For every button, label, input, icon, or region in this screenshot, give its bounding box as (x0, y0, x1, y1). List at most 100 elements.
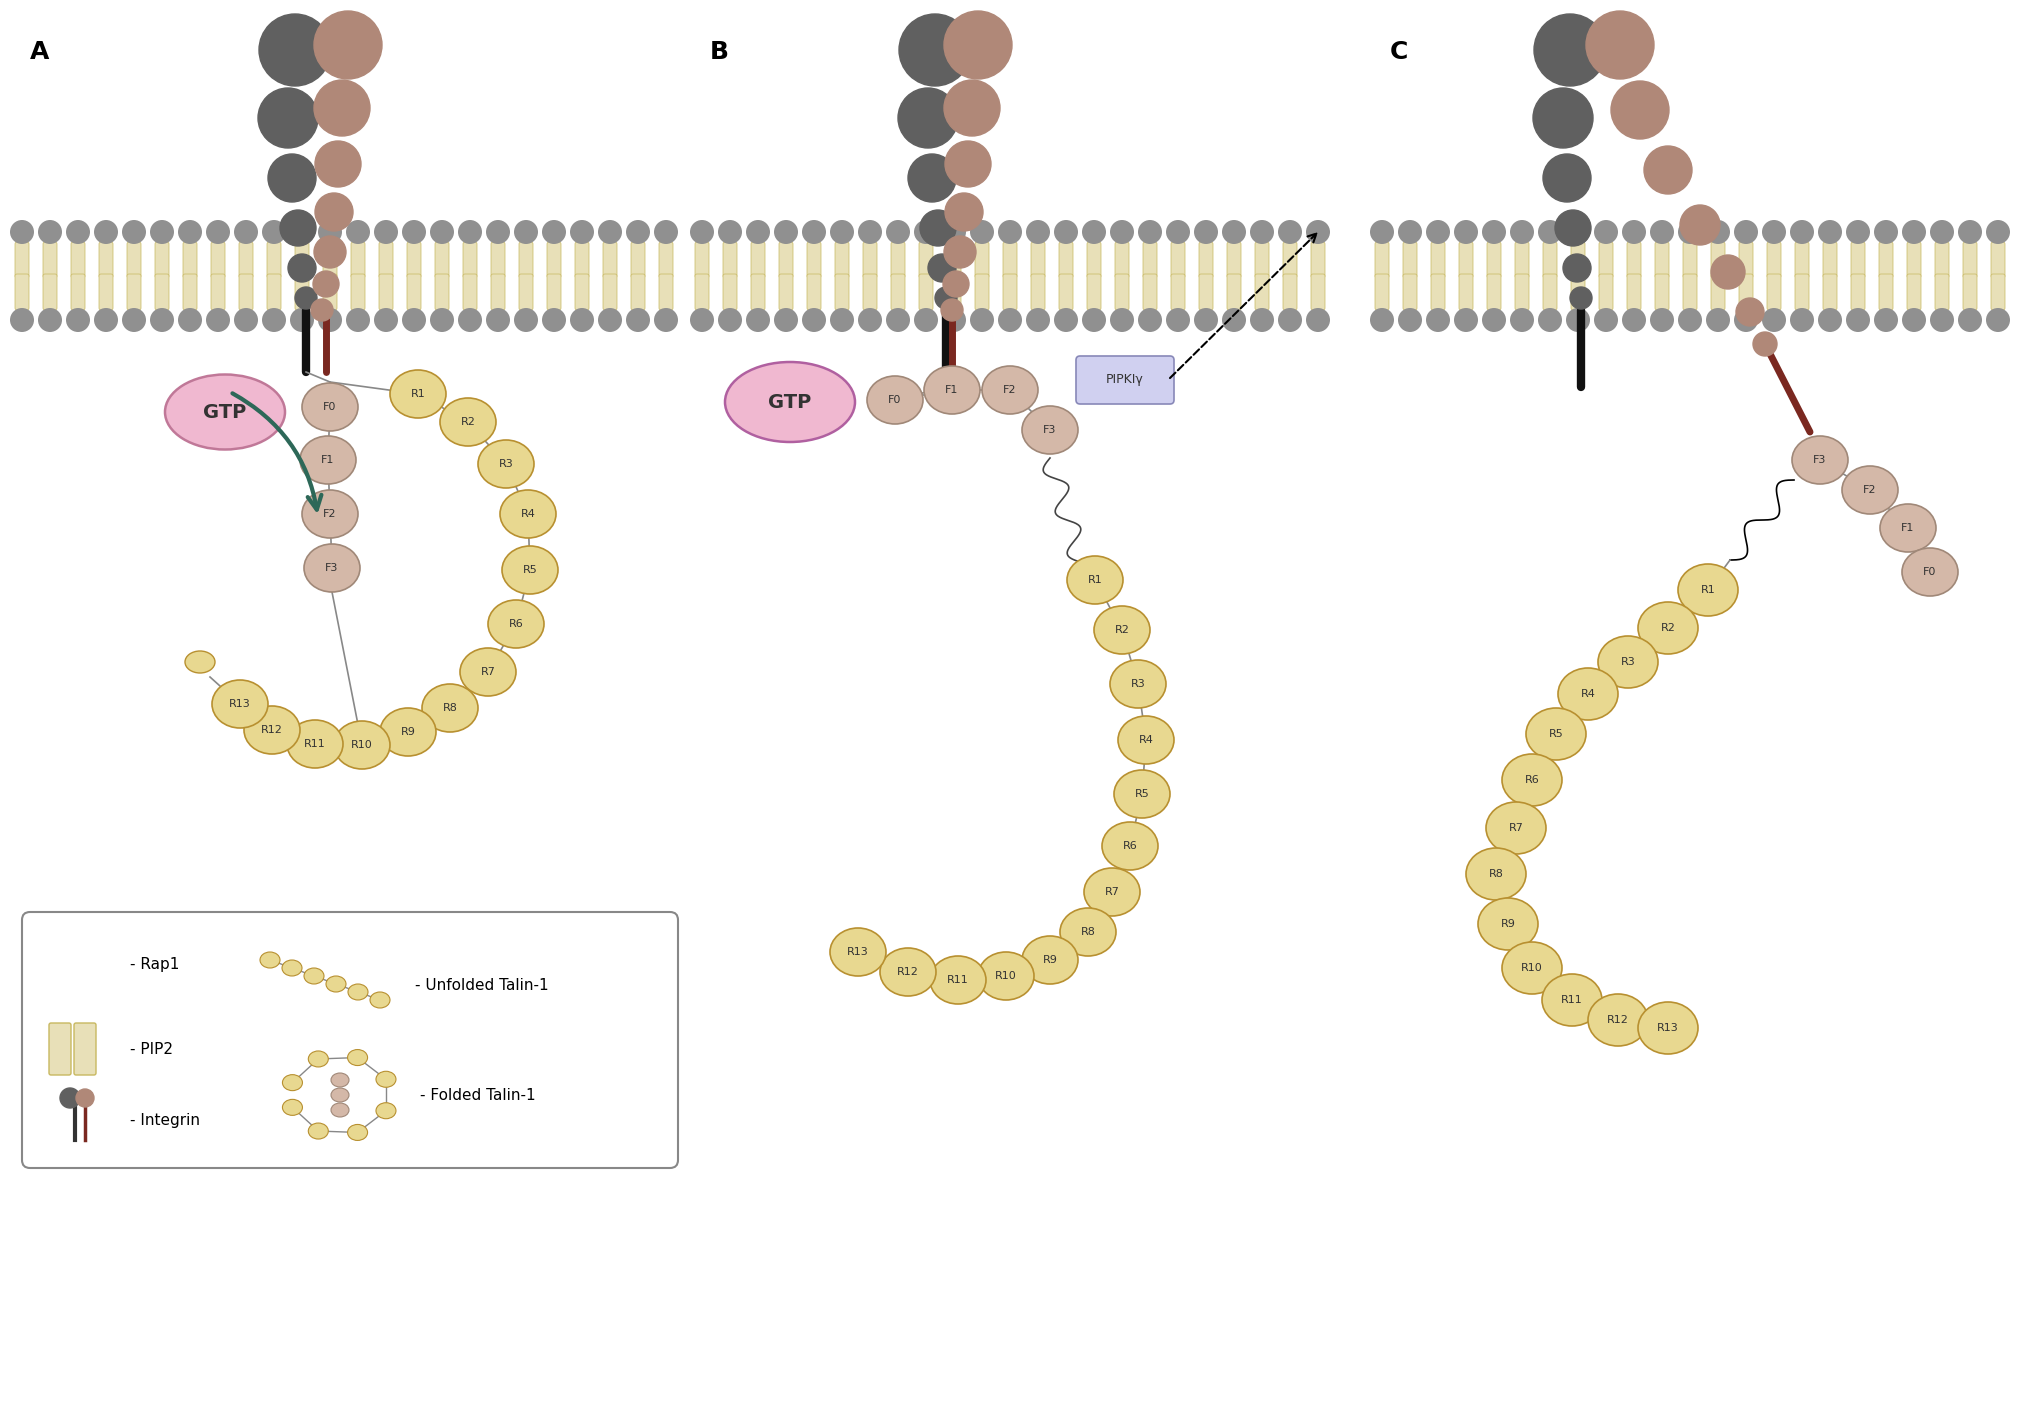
Circle shape (345, 309, 370, 331)
Text: R1: R1 (1701, 584, 1715, 594)
Circle shape (1567, 309, 1589, 331)
FancyBboxPatch shape (1459, 274, 1473, 310)
FancyBboxPatch shape (14, 242, 28, 277)
Ellipse shape (1502, 754, 1563, 806)
Ellipse shape (1101, 822, 1158, 870)
Ellipse shape (260, 951, 280, 968)
Circle shape (898, 88, 957, 148)
Circle shape (1567, 220, 1589, 245)
Circle shape (93, 309, 118, 331)
FancyBboxPatch shape (1934, 242, 1949, 277)
FancyBboxPatch shape (1880, 274, 1894, 310)
Text: R11: R11 (305, 739, 325, 749)
Circle shape (943, 220, 965, 245)
Circle shape (1026, 220, 1051, 245)
FancyBboxPatch shape (1654, 274, 1668, 310)
Ellipse shape (376, 1071, 396, 1088)
Ellipse shape (282, 960, 303, 975)
Ellipse shape (1587, 994, 1648, 1047)
FancyBboxPatch shape (1963, 242, 1977, 277)
Circle shape (1985, 309, 2010, 331)
FancyBboxPatch shape (918, 274, 933, 310)
Circle shape (1109, 220, 1134, 245)
Text: R10: R10 (996, 971, 1016, 981)
FancyBboxPatch shape (632, 242, 644, 277)
FancyBboxPatch shape (492, 274, 506, 310)
FancyBboxPatch shape (918, 242, 933, 277)
Circle shape (61, 1088, 79, 1108)
FancyBboxPatch shape (154, 274, 169, 310)
FancyBboxPatch shape (658, 274, 673, 310)
FancyBboxPatch shape (1087, 242, 1101, 277)
Ellipse shape (829, 929, 886, 975)
FancyBboxPatch shape (547, 242, 561, 277)
Ellipse shape (301, 437, 356, 483)
Circle shape (65, 309, 89, 331)
FancyBboxPatch shape (1431, 242, 1445, 277)
FancyBboxPatch shape (463, 242, 478, 277)
Ellipse shape (459, 648, 516, 695)
Text: - Folded Talin-1: - Folded Talin-1 (421, 1088, 536, 1102)
Text: R9: R9 (1500, 919, 1516, 929)
FancyBboxPatch shape (183, 242, 197, 277)
Circle shape (1845, 309, 1869, 331)
Text: F3: F3 (325, 563, 339, 573)
FancyBboxPatch shape (547, 274, 561, 310)
Text: R8: R8 (443, 702, 457, 712)
Text: - PIP2: - PIP2 (130, 1042, 173, 1058)
FancyBboxPatch shape (1459, 242, 1473, 277)
FancyBboxPatch shape (1227, 274, 1242, 310)
FancyBboxPatch shape (1256, 242, 1270, 277)
FancyBboxPatch shape (323, 274, 337, 310)
FancyBboxPatch shape (71, 242, 85, 277)
Ellipse shape (1841, 466, 1898, 513)
Circle shape (291, 220, 315, 245)
FancyBboxPatch shape (752, 242, 764, 277)
Circle shape (914, 220, 939, 245)
FancyBboxPatch shape (1004, 274, 1016, 310)
Text: F0: F0 (888, 395, 902, 405)
Circle shape (234, 309, 258, 331)
Text: R7: R7 (480, 667, 496, 677)
Text: R12: R12 (896, 967, 918, 977)
Text: R2: R2 (1660, 623, 1676, 633)
Circle shape (571, 220, 593, 245)
FancyBboxPatch shape (752, 274, 764, 310)
Text: C: C (1390, 40, 1408, 64)
Circle shape (1622, 220, 1646, 245)
Ellipse shape (347, 1125, 368, 1140)
FancyBboxPatch shape (73, 1022, 96, 1075)
Ellipse shape (333, 721, 390, 769)
Circle shape (486, 220, 510, 245)
Circle shape (1790, 220, 1815, 245)
FancyBboxPatch shape (435, 242, 449, 277)
Circle shape (717, 309, 742, 331)
FancyBboxPatch shape (975, 274, 990, 310)
Text: R13: R13 (847, 947, 870, 957)
Circle shape (1510, 220, 1534, 245)
FancyBboxPatch shape (1739, 242, 1754, 277)
Circle shape (998, 220, 1022, 245)
Text: R10: R10 (352, 739, 374, 749)
FancyBboxPatch shape (1170, 242, 1185, 277)
Circle shape (1930, 220, 1955, 245)
Circle shape (258, 88, 317, 148)
Text: R4: R4 (520, 509, 536, 519)
Circle shape (317, 309, 341, 331)
Text: F1: F1 (1902, 523, 1914, 533)
Circle shape (1554, 210, 1591, 246)
Text: R2: R2 (461, 417, 475, 427)
Circle shape (457, 309, 482, 331)
FancyBboxPatch shape (1991, 274, 2006, 310)
Ellipse shape (211, 680, 268, 728)
FancyBboxPatch shape (492, 242, 506, 277)
Text: R3: R3 (498, 459, 514, 469)
Circle shape (457, 220, 482, 245)
FancyBboxPatch shape (406, 274, 421, 310)
Circle shape (295, 287, 317, 309)
Circle shape (1985, 220, 2010, 245)
Circle shape (886, 220, 910, 245)
FancyBboxPatch shape (1311, 274, 1325, 310)
Circle shape (1166, 309, 1191, 331)
FancyBboxPatch shape (695, 242, 709, 277)
